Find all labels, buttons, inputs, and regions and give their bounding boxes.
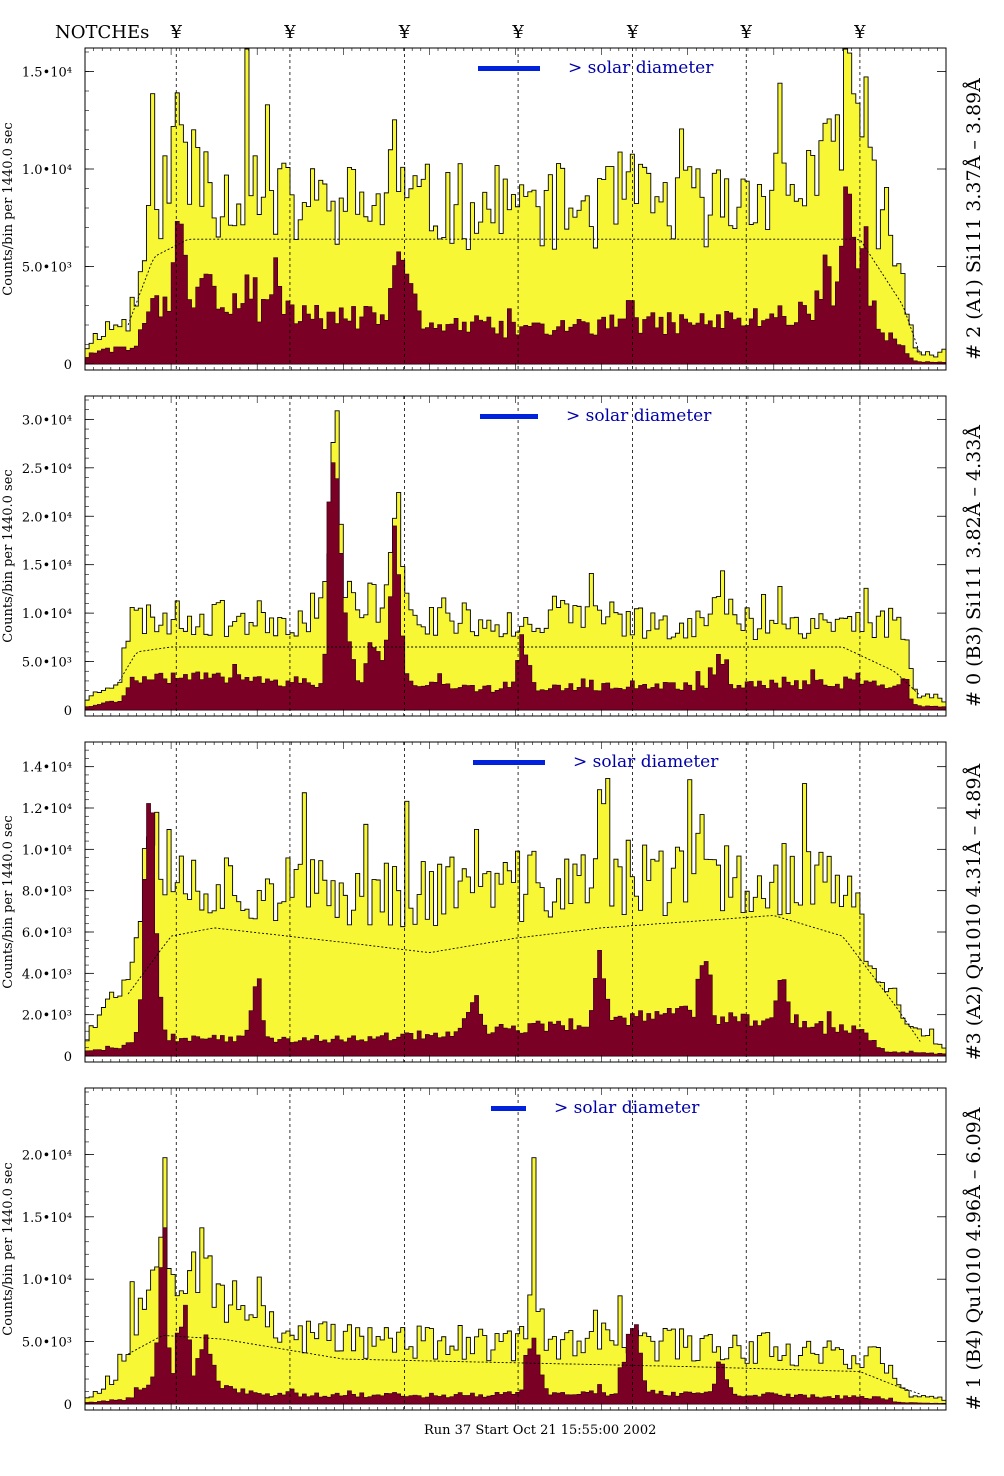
solar-diameter-label: > solar diameter	[566, 406, 712, 426]
notch-symbol: ¥	[626, 22, 639, 43]
y-tick-label: 1.0•10⁴	[22, 607, 72, 622]
solar-diameter-bar	[480, 414, 538, 419]
solar-diameter-bar	[473, 760, 545, 765]
chart-panel-3: 0 2.0•10³ 4.0•10³ 6.0•10³ 8.0•10³ 1.0•10⁴ 1.2•…	[1, 741, 985, 1065]
y-tick-label: 2.0•10⁴	[22, 1148, 72, 1163]
y-axis-label: Counts/bin per 1440.0 sec	[1, 1162, 16, 1335]
solar-diameter-bar	[491, 1106, 526, 1111]
y-tick-label: 0	[64, 1398, 72, 1413]
notch-symbol: ¥	[283, 22, 296, 43]
chart-panel-2: 0 5.0•10³ 1.0•10⁴ 1.5•10⁴ 2.0•10⁴ 2.5•10⁴ 3.0•…	[1, 395, 985, 719]
panel-title: # 2 (A1) Si111 3.37Å – 3.89Å	[963, 78, 985, 360]
y-tick-label: 1.4•10⁴	[22, 761, 72, 776]
y-tick-label: 5.0•10³	[22, 261, 72, 276]
notch-symbol: ¥	[511, 22, 524, 43]
histogram-filtered	[84, 186, 947, 365]
y-tick-label: 0	[64, 358, 72, 373]
y-tick-label: 8.0•10³	[22, 885, 72, 900]
solar-diameter-label: > solar diameter	[573, 752, 719, 772]
chart-panels: 0 5.0•10³ 1.0•10⁴ 1.5•10⁴ Counts/bin per 144…	[1, 47, 985, 1413]
solar-diameter-label: > solar diameter	[554, 1098, 700, 1118]
notches-label: NOTCHEs	[55, 22, 149, 43]
y-tick-label: 5.0•10³	[22, 656, 72, 671]
y-tick-label: 1.5•10⁴	[22, 559, 72, 574]
y-tick-label: 1.0•10⁴	[22, 163, 72, 178]
y-tick-label: 0	[64, 704, 72, 719]
y-tick-label: 2.5•10⁴	[22, 462, 72, 477]
y-axis-label: Counts/bin per 1440.0 sec	[1, 815, 16, 988]
panel-title: #3 (A2) Qu1010 4.31Å – 4.89Å	[963, 763, 985, 1060]
y-tick-label: 5.0•10³	[22, 1336, 72, 1351]
y-tick-label: 1.5•10⁴	[22, 66, 72, 81]
y-tick-label: 1.0•10⁴	[22, 843, 72, 858]
histogram-total	[84, 1157, 947, 1405]
y-axis-label: Counts/bin per 1440.0 sec	[1, 122, 16, 295]
histogram-total	[84, 778, 947, 1057]
y-tick-label: 2.0•10⁴	[22, 510, 72, 525]
y-tick-label: 2.0•10³	[22, 1009, 72, 1024]
run-start-caption: Run 37 Start Oct 21 15:55:00 2002	[424, 1423, 656, 1438]
solar-diameter-bar	[478, 66, 540, 71]
notch-marks: ¥ ¥ ¥ ¥ ¥ ¥ ¥	[170, 22, 867, 43]
histogram-filtered	[84, 1227, 947, 1405]
panel-title: # 0 (B3) Si111 3.82Å – 4.33Å	[963, 425, 985, 707]
model-curve	[127, 915, 921, 1042]
y-tick-label: 6.0•10³	[22, 926, 72, 941]
histogram-total	[84, 410, 947, 711]
y-tick-label: 4.0•10³	[22, 967, 72, 982]
model-curve	[119, 646, 921, 696]
notch-symbol: ¥	[398, 22, 411, 43]
notch-symbol: ¥	[740, 22, 753, 43]
y-tick-label: 1.5•10⁴	[22, 1211, 72, 1226]
chart-panel-4: 0 5.0•10³ 1.0•10⁴ 1.5•10⁴ 2.0•10⁴ Counts/bin …	[1, 1087, 985, 1413]
y-tick-label: 0	[64, 1050, 72, 1065]
notch-symbol: ¥	[853, 22, 866, 43]
solar-diameter-label: > solar diameter	[568, 58, 714, 78]
y-tick-label: 1.2•10⁴	[22, 802, 72, 817]
y-axis-label: Counts/bin per 1440.0 sec	[1, 469, 16, 642]
chart-panel-1: 0 5.0•10³ 1.0•10⁴ 1.5•10⁴ Counts/bin per 144…	[1, 47, 985, 373]
panel-title: # 1 (B4) Qu1010 4.96Å – 6.09Å	[963, 1107, 985, 1410]
notch-symbol: ¥	[170, 22, 183, 43]
y-tick-label: 1.0•10⁴	[22, 1273, 72, 1288]
histogram-total	[84, 48, 947, 365]
y-tick-label: 3.0•10⁴	[22, 413, 72, 428]
model-curve	[127, 1334, 921, 1395]
